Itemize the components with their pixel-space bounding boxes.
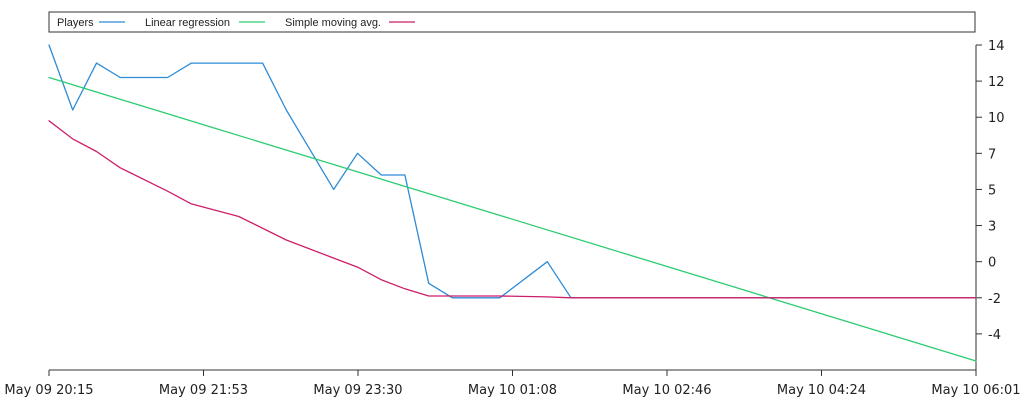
legend-label-linear-regression: Linear regression <box>145 17 230 29</box>
series-line-simple-moving-avg <box>48 120 977 299</box>
x-tick-label: May 10 06:01 <box>931 383 1020 398</box>
legend-label-players: Players <box>57 17 94 29</box>
y-tick-label: -4 <box>988 328 1001 343</box>
x-tick-label: May 09 21:53 <box>159 383 248 398</box>
series-line-players <box>48 44 977 299</box>
y-tick-label: 14 <box>988 39 1005 54</box>
y-tick-label: 0 <box>988 256 996 271</box>
x-tick-label: May 10 02:46 <box>622 383 711 398</box>
axes: May 09 20:15 May 09 21:53 May 09 23:30 May … <box>4 39 1020 398</box>
y-tick-label: 5 <box>988 183 996 198</box>
y-tick-label: -2 <box>988 292 1001 307</box>
x-tick-label: May 09 20:15 <box>4 383 93 398</box>
legend-item-simple-moving-avg: Simple moving avg. <box>285 17 415 29</box>
legend-item-linear-regression: Linear regression <box>145 17 265 29</box>
legend-label-simple-moving-avg: Simple moving avg. <box>285 17 381 29</box>
y-tick-label: 10 <box>988 111 1005 126</box>
y-tick-label: 12 <box>988 75 1005 90</box>
y-tick-label: 3 <box>988 220 996 235</box>
legend: Players Linear regression Simple moving … <box>48 11 976 33</box>
series-group <box>48 44 977 362</box>
x-tick-label: May 10 04:24 <box>777 383 866 398</box>
series-line-linear-regression <box>48 76 977 362</box>
legend-box <box>48 11 976 33</box>
legend-item-players: Players <box>57 17 125 29</box>
x-tick-label: May 09 23:30 <box>313 383 402 398</box>
x-tick-label: May 10 01:08 <box>468 383 557 398</box>
y-tick-label: 7 <box>988 147 996 162</box>
